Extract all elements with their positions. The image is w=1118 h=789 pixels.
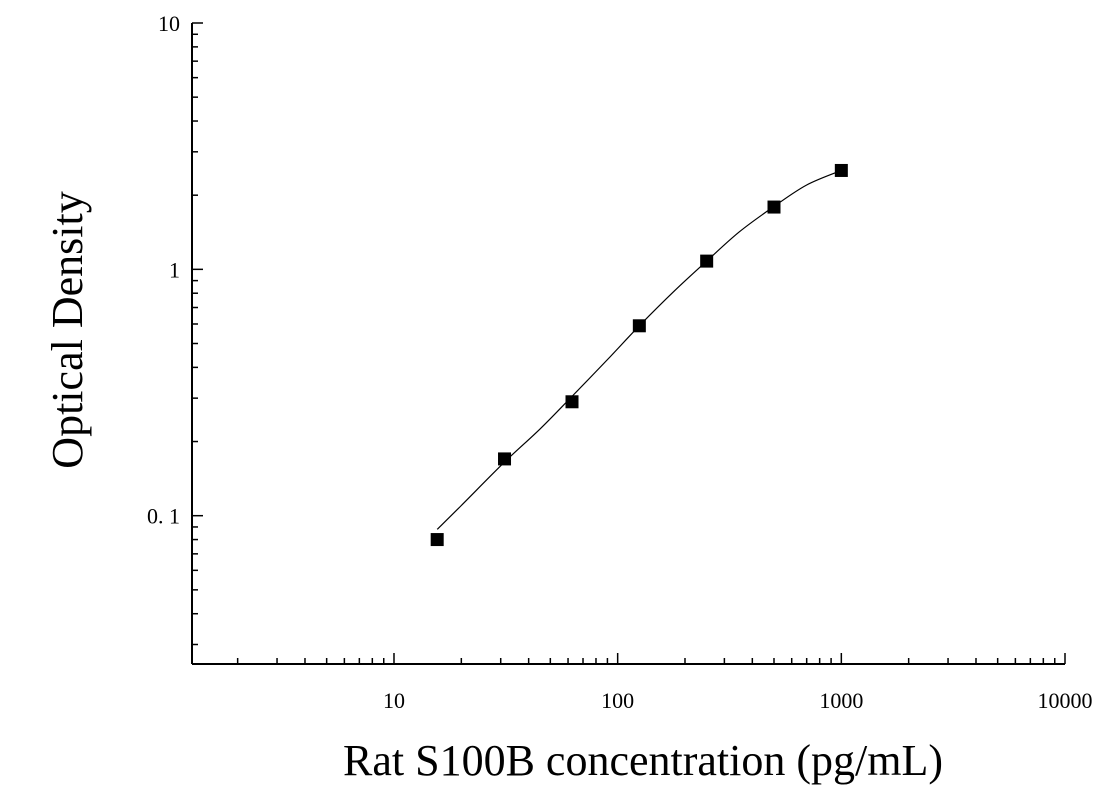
x-tick-label: 10 (383, 688, 405, 713)
points-layer (430, 163, 848, 547)
data-point (632, 319, 646, 333)
data-point (565, 395, 579, 409)
ticks (192, 22, 1066, 664)
y-tick-label: 0. 1 (147, 504, 180, 529)
fit-curve-layer (436, 169, 842, 530)
data-point (430, 533, 444, 547)
data-point (700, 254, 714, 268)
x-tick-label: 100 (601, 688, 634, 713)
fit-curve (436, 169, 842, 530)
y-axis-title: Optical Density (43, 191, 92, 468)
x-tick-label: 10000 (1038, 688, 1093, 713)
axes (191, 23, 1065, 665)
x-axis-title: Rat S100B concentration (pg/mL) (343, 736, 943, 785)
data-point (498, 452, 512, 466)
tick-labels: 10 100 1000 10000 0. 1 1 10 (147, 11, 1093, 713)
y-tick-label: 1 (169, 257, 180, 282)
data-point (834, 163, 848, 177)
x-tick-label: 1000 (819, 688, 863, 713)
data-point (767, 200, 781, 214)
y-tick-label: 10 (158, 11, 180, 36)
